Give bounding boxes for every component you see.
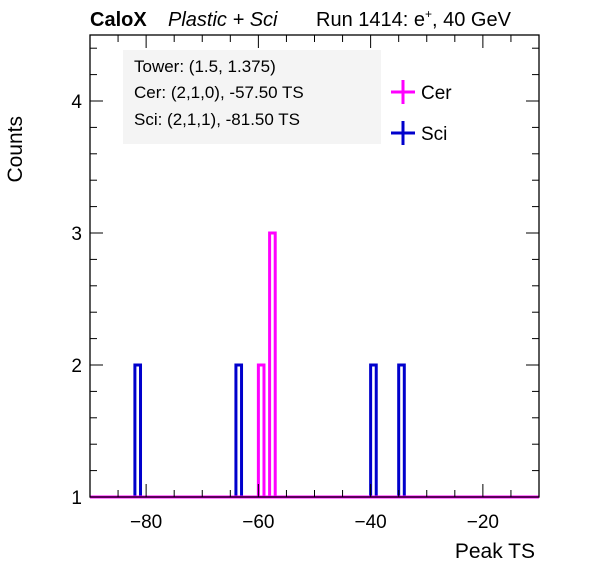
y-tick-label: 3 <box>71 224 82 245</box>
info-sci: Sci: (2,1,1), -81.50 TS <box>134 110 300 129</box>
x-tick-label: −20 <box>467 512 499 533</box>
info-box <box>123 50 381 144</box>
bin-sci <box>234 363 244 497</box>
x-tick-label: −80 <box>130 512 162 533</box>
y-axis-title: Counts <box>4 116 27 183</box>
info-tower: Tower: (1.5, 1.375) <box>134 57 276 76</box>
x-tick-label: −40 <box>355 512 387 533</box>
info-cer: Cer: (2,1,0), -57.50 TS <box>134 83 304 102</box>
histogram-bins <box>90 231 539 499</box>
bin-sci <box>397 363 406 497</box>
y-tick-label: 1 <box>71 488 82 509</box>
bin-sci <box>369 363 378 497</box>
experiment-label: CaloX <box>90 9 147 31</box>
legend: Cer Sci <box>391 80 452 145</box>
y-tick-label: 4 <box>71 92 82 113</box>
x-axis-title: Peak TS <box>455 540 535 563</box>
config-label: Plastic + Sci <box>168 9 278 31</box>
run-label: Run 1414: e+, 40 GeV <box>316 7 512 31</box>
bin-sci <box>133 363 143 497</box>
x-tick-label: −60 <box>242 512 274 533</box>
plot-frame: −80 −60 −40 −20 1 2 3 4 <box>71 34 540 533</box>
bin-cer <box>268 231 277 497</box>
legend-label-sci: Sci <box>421 124 447 145</box>
bin-cer <box>256 363 266 497</box>
legend-label-cer: Cer <box>421 83 452 104</box>
y-tick-label: 2 <box>71 356 82 377</box>
